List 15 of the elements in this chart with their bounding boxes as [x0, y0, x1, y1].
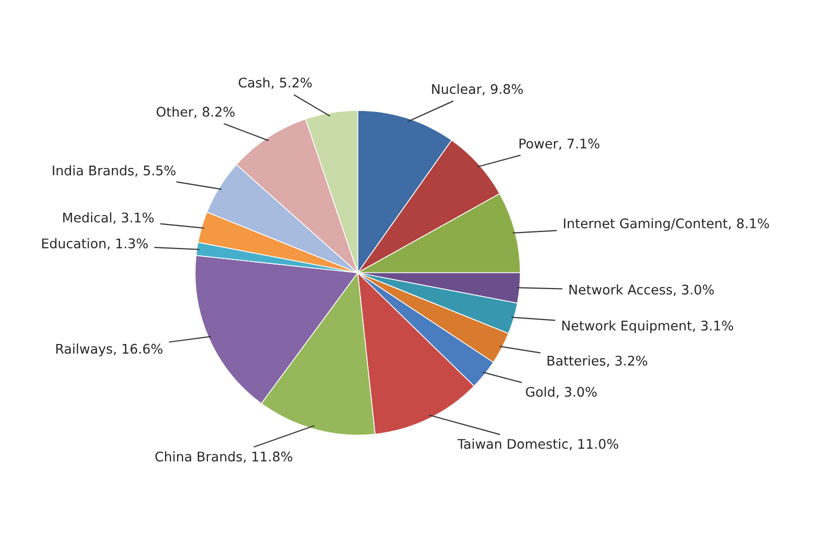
slice-label: Gold, 3.0%	[526, 386, 597, 398]
slice-label: India Brands, 5.5%	[52, 165, 176, 177]
slice-label: Network Access, 3.0%	[570, 284, 714, 296]
slice-label: Internet Gaming/Content, 8.1%	[564, 218, 769, 231]
slice-label: Power, 7.1%	[520, 138, 600, 150]
slice-label: Cash, 5.2%	[238, 77, 312, 89]
slice-label: Nuclear, 9.8%	[432, 84, 523, 96]
slice-label: Other, 8.2%	[156, 106, 235, 118]
slice-label: Education, 1.3%	[42, 238, 148, 250]
slice-label: Network Equipment, 3.1%	[562, 320, 734, 334]
slice-label: Medical, 3.1%	[63, 212, 154, 224]
slice-label: Batteries, 3.2%	[548, 355, 648, 368]
slice-label: China Brands, 11.8%	[155, 451, 292, 463]
slice-label: Taiwan Domestic, 11.0%	[457, 438, 618, 450]
slice-label: Railways, 16.6%	[56, 344, 162, 356]
